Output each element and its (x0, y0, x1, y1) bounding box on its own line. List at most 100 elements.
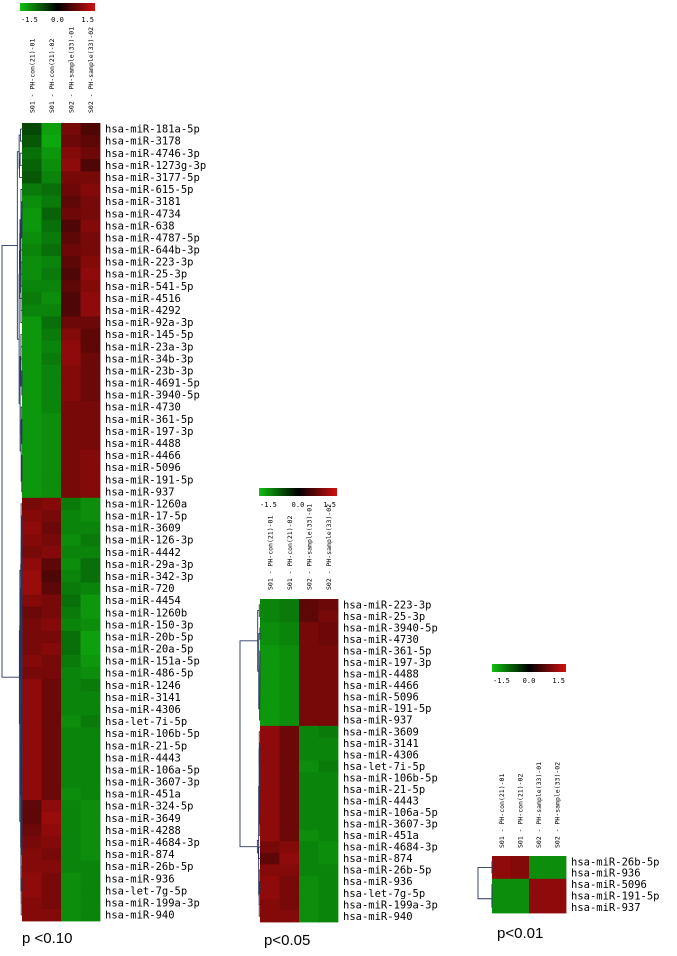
heatmap-1-cell (61, 740, 81, 752)
heatmap-2-cell (260, 910, 280, 922)
heatmap-1-cell (22, 437, 42, 449)
heatmap-1-cell (42, 691, 62, 703)
heatmap-1-cell (22, 570, 42, 582)
heatmap-1-cell (22, 486, 42, 498)
heatmap-1-cell (42, 498, 62, 510)
heatmap-1-row-label: hsa-miR-223-3p (105, 257, 194, 269)
heatmap-1-cell (61, 667, 81, 679)
heatmap-1-row-label: hsa-miR-940 (105, 910, 175, 922)
heatmap-3-row-label: hsa-miR-5096 (571, 879, 647, 891)
heatmap-2-cell (280, 634, 300, 646)
heatmap-1-cell (81, 280, 101, 292)
heatmap-3-column-label: S01 - PH-con(21)-01 (498, 774, 506, 848)
heatmap-1-cell (61, 824, 81, 836)
heatmap-1-cell (22, 196, 42, 208)
heatmap-2-row-label: hsa-miR-3607-3p (343, 819, 438, 831)
heatmap-1-cell (61, 788, 81, 800)
heatmap-2-cell (260, 645, 280, 657)
heatmap-1-cell (22, 268, 42, 280)
heatmap-1-cell (81, 425, 101, 437)
heatmap-1-cell (81, 824, 101, 836)
heatmap-1-cell (61, 897, 81, 909)
heatmap-2-cell (319, 841, 339, 853)
heatmap-1-cell (81, 220, 101, 232)
heatmap-1-cell (42, 353, 62, 365)
heatmap-1-cell (22, 401, 42, 413)
heatmap-1-cell (81, 764, 101, 776)
heatmap-1-cell (61, 353, 81, 365)
heatmap-2-cell (280, 818, 300, 830)
heatmap-1-row-label: hsa-miR-5096 (105, 462, 181, 474)
heatmap-2-cell (299, 599, 319, 611)
heatmap-2-cell (260, 795, 280, 807)
heatmap-3-cell (511, 890, 530, 902)
heatmap-2-cell (299, 887, 319, 899)
heatmap-2-cell (260, 830, 280, 842)
heatmap-1-cell (81, 740, 101, 752)
heatmap-2-cell (299, 853, 319, 865)
heatmap-2-cell (280, 795, 300, 807)
heatmap-1-cell (22, 631, 42, 643)
heatmap-1-row-label: hsa-miR-486-5p (105, 668, 194, 680)
heatmap-3-dendrogram-branch (478, 867, 492, 898)
heatmap-3-cell (492, 890, 511, 902)
heatmap-1-cell (22, 377, 42, 389)
heatmap-3-cell (548, 867, 567, 879)
heatmap-1-cell (61, 341, 81, 353)
heatmap-1-cell (61, 425, 81, 437)
heatmap-1-cell (22, 655, 42, 667)
heatmap-1-column-label: S02 - PH-sample(33)-02 (87, 27, 95, 113)
heatmap-2-dendrogram-branch (259, 605, 260, 617)
heatmap-1-cell (42, 147, 62, 159)
heatmap-2-cell (299, 876, 319, 888)
heatmap-2-cell (260, 899, 280, 911)
heatmap-2-cell (319, 726, 339, 738)
heatmap-1-cell (61, 256, 81, 268)
heatmap-1-cell (22, 329, 42, 341)
heatmap-1-row-label: hsa-miR-3178 (105, 136, 181, 148)
heatmap-1-cell (81, 873, 101, 885)
heatmap-1-cell (81, 788, 101, 800)
heatmap-2-cell (319, 634, 339, 646)
heatmap-1-row-label: hsa-miR-324-5p (105, 801, 194, 813)
heatmap-1-row-label: hsa-miR-874 (105, 849, 175, 861)
heatmap-1-cell (81, 643, 101, 655)
heatmap-1-row-label: hsa-let-7g-5p (105, 885, 187, 897)
heatmap-1-cell (61, 449, 81, 461)
heatmap-1-cell (42, 171, 62, 183)
heatmap-2-dendrogram-branch (240, 641, 258, 847)
heatmap-1-cell (61, 377, 81, 389)
heatmap-1-color-scale-tick: -1.5 (21, 16, 38, 24)
heatmap-1-cell (61, 365, 81, 377)
heatmap-1-row-label: hsa-miR-34b-3p (105, 353, 194, 365)
heatmap-1-cell (61, 631, 81, 643)
heatmap-2-cell (280, 887, 300, 899)
heatmap-1-cell (61, 752, 81, 764)
heatmap-2-cell (260, 749, 280, 761)
heatmap-2-row-label: hsa-miR-874 (343, 853, 413, 865)
heatmap-2-row-label: hsa-miR-223-3p (343, 599, 432, 611)
heatmap-1-cell (22, 183, 42, 195)
heatmap-3-column-label: S02 - PH-sample(33)-02 (553, 762, 561, 848)
heatmap-1-cell (61, 498, 81, 510)
heatmap-1-cell (42, 764, 62, 776)
heatmap-1-cell (61, 474, 81, 486)
heatmap-1-cell (61, 522, 81, 534)
heatmap-2-cell (299, 622, 319, 634)
heatmap-1-cell (81, 631, 101, 643)
heatmap-2-row-label: hsa-let-7i-5p (343, 761, 425, 773)
heatmap-1-cell (22, 885, 42, 897)
heatmap-2-dendrogram-branch (258, 847, 260, 859)
heatmap-2-cell (299, 611, 319, 623)
heatmap-1-cell (81, 703, 101, 715)
heatmap-1-cell (81, 449, 101, 461)
heatmap-1-row-label: hsa-miR-342-3p (105, 571, 194, 583)
heatmap-1-cell (61, 570, 81, 582)
heatmap-2-cell (299, 714, 319, 726)
heatmap-1-cell (22, 498, 42, 510)
heatmap-1-cell (81, 304, 101, 316)
heatmap-1-row-label: hsa-miR-4488 (105, 438, 181, 450)
heatmap-1-cell (81, 510, 101, 522)
heatmap-1-cell (42, 280, 62, 292)
heatmap-1-cell (61, 413, 81, 425)
